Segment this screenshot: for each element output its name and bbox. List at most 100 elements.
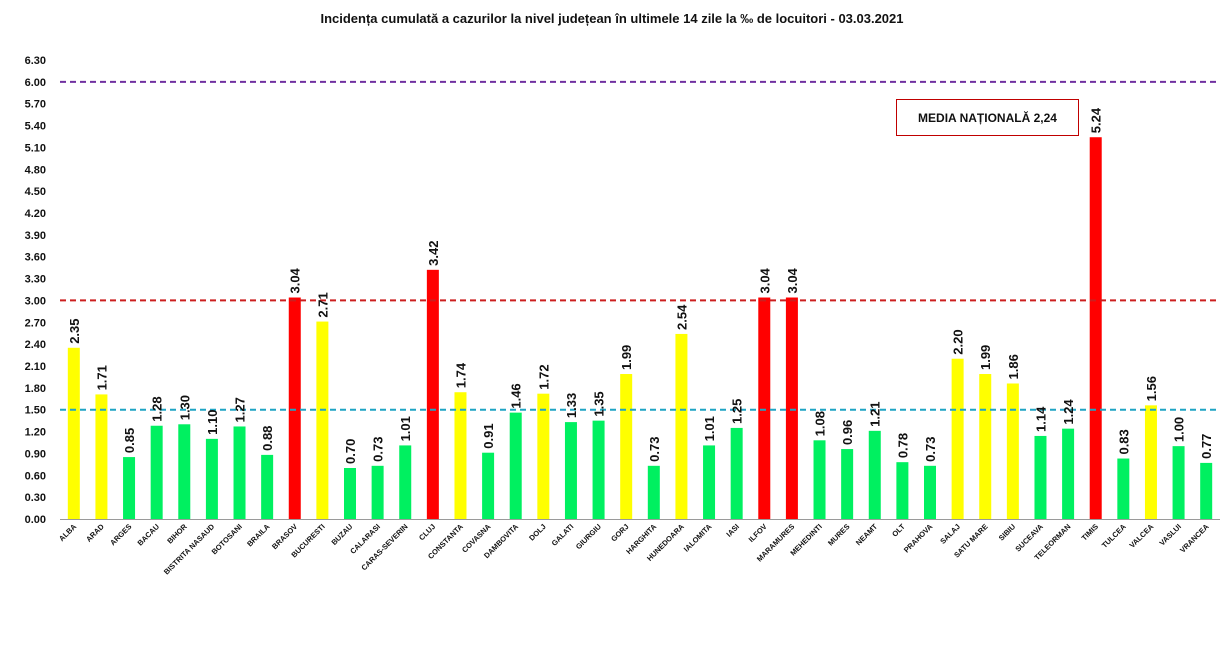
bar: [1006, 383, 1019, 519]
category-label: TULCEA: [1100, 522, 1128, 550]
bar: [261, 454, 274, 519]
bar: [785, 297, 798, 519]
category-label: GORJ: [609, 522, 630, 543]
data-label: 1.21: [868, 402, 883, 427]
y-tick-label: 4.80: [25, 164, 46, 176]
bar: [150, 425, 163, 519]
category-label: BIHOR: [165, 522, 189, 546]
y-tick-label: 0.00: [25, 514, 46, 526]
category-label: BRAILA: [245, 522, 272, 549]
category-label: ARAD: [84, 522, 106, 544]
data-label: 1.25: [730, 399, 745, 424]
category-label: DOLJ: [527, 522, 548, 543]
y-tick-label: 2.40: [25, 339, 46, 351]
bar: [178, 424, 191, 519]
y-axis-tick-labels: 0.00 0.30 0.60 0.90 1.20 1.50 1.80 2.10 2.40 2.70…: [25, 55, 46, 526]
y-tick-label: 3.00: [25, 295, 46, 307]
chart-title: Incidența cumulată a cazurilor la nivel …: [320, 11, 904, 26]
bar: [288, 297, 301, 519]
data-label: 0.85: [122, 428, 137, 453]
data-label: 1.71: [94, 365, 109, 390]
bar: [924, 465, 936, 519]
category-label: SIBIU: [997, 522, 1018, 543]
y-tick-label: 6.00: [25, 77, 46, 89]
y-tick-label: 1.80: [25, 383, 46, 395]
bar: [896, 462, 909, 519]
data-label: 1.56: [1144, 376, 1159, 401]
y-tick-label: 2.10: [25, 361, 46, 373]
category-label: VALCEA: [1128, 522, 1156, 550]
category-label: TIMIS: [1080, 522, 1101, 543]
category-label: PRAHOVA: [902, 522, 935, 555]
data-label: 0.88: [260, 426, 275, 451]
category-label: GALATI: [550, 522, 576, 548]
y-tick-label: 1.50: [25, 405, 46, 417]
bar: [1062, 428, 1075, 519]
bar: [482, 452, 495, 519]
category-label: GIURGIU: [574, 522, 603, 551]
data-label: 1.10: [205, 410, 220, 435]
data-label: 3.04: [785, 267, 800, 293]
bar: [620, 374, 633, 519]
data-label: 3.42: [426, 241, 441, 266]
y-tick-label: 1.20: [25, 427, 46, 439]
data-label: 2.71: [315, 292, 330, 317]
y-tick-label: 5.40: [25, 121, 46, 133]
category-label: IASI: [724, 522, 741, 539]
bar: [399, 445, 412, 519]
bar: [316, 321, 329, 519]
y-tick-label: 5.70: [25, 99, 46, 111]
bar: [979, 374, 992, 519]
data-label: 0.83: [1116, 429, 1131, 454]
bar: [1034, 435, 1047, 519]
category-label: VASLUI: [1158, 522, 1183, 547]
data-label: 3.04: [288, 267, 303, 293]
data-label: 1.74: [453, 362, 468, 388]
data-label: 1.28: [150, 396, 165, 421]
y-tick-label: 2.70: [25, 317, 46, 329]
data-label: 1.86: [1006, 354, 1021, 379]
bar: [951, 358, 964, 519]
data-label: 3.04: [757, 267, 772, 293]
data-label: 1.99: [619, 345, 634, 370]
bar: [509, 412, 522, 519]
data-label: 1.01: [398, 416, 413, 441]
y-tick-label: 3.90: [25, 230, 46, 242]
bar: [868, 430, 881, 519]
bar: [730, 427, 743, 519]
bar: [564, 422, 577, 519]
bar: [1144, 405, 1157, 519]
data-label: 1.46: [509, 383, 524, 408]
data-label: 0.73: [923, 437, 938, 462]
category-label: NEAMT: [854, 522, 880, 548]
bar: [123, 457, 136, 519]
category-label: SALAJ: [938, 522, 962, 546]
data-label: 1.24: [1061, 399, 1076, 425]
category-label: ARGES: [108, 522, 133, 547]
category-label: IALOMITA: [682, 522, 714, 554]
data-label: 2.54: [674, 304, 689, 330]
bar: [537, 393, 550, 519]
data-label: 0.96: [840, 420, 855, 445]
data-label: 1.72: [536, 364, 551, 389]
category-label: MURES: [826, 522, 852, 548]
category-label: BACAU: [136, 522, 162, 548]
category-label: BUZAU: [329, 522, 354, 547]
bar: [95, 394, 108, 519]
data-label: 0.73: [647, 437, 662, 462]
bar: [233, 426, 246, 519]
bar: [1200, 462, 1213, 519]
y-tick-label: 3.60: [25, 252, 46, 264]
threshold-lines: [60, 80, 1220, 411]
bar: [205, 438, 218, 519]
data-labels: 2.35 1.71 0.85 1.28 1.30 1.10 1.27 0.88 3.04 2.71…: [67, 107, 1214, 464]
data-label: 1.99: [978, 345, 993, 370]
bar: [344, 468, 356, 519]
data-label: 1.00: [1172, 417, 1187, 442]
data-label: 1.14: [1033, 406, 1048, 432]
bar: [1117, 458, 1130, 519]
bar: [813, 440, 826, 519]
y-tick-label: 4.20: [25, 208, 46, 220]
data-label: 0.77: [1199, 434, 1214, 459]
